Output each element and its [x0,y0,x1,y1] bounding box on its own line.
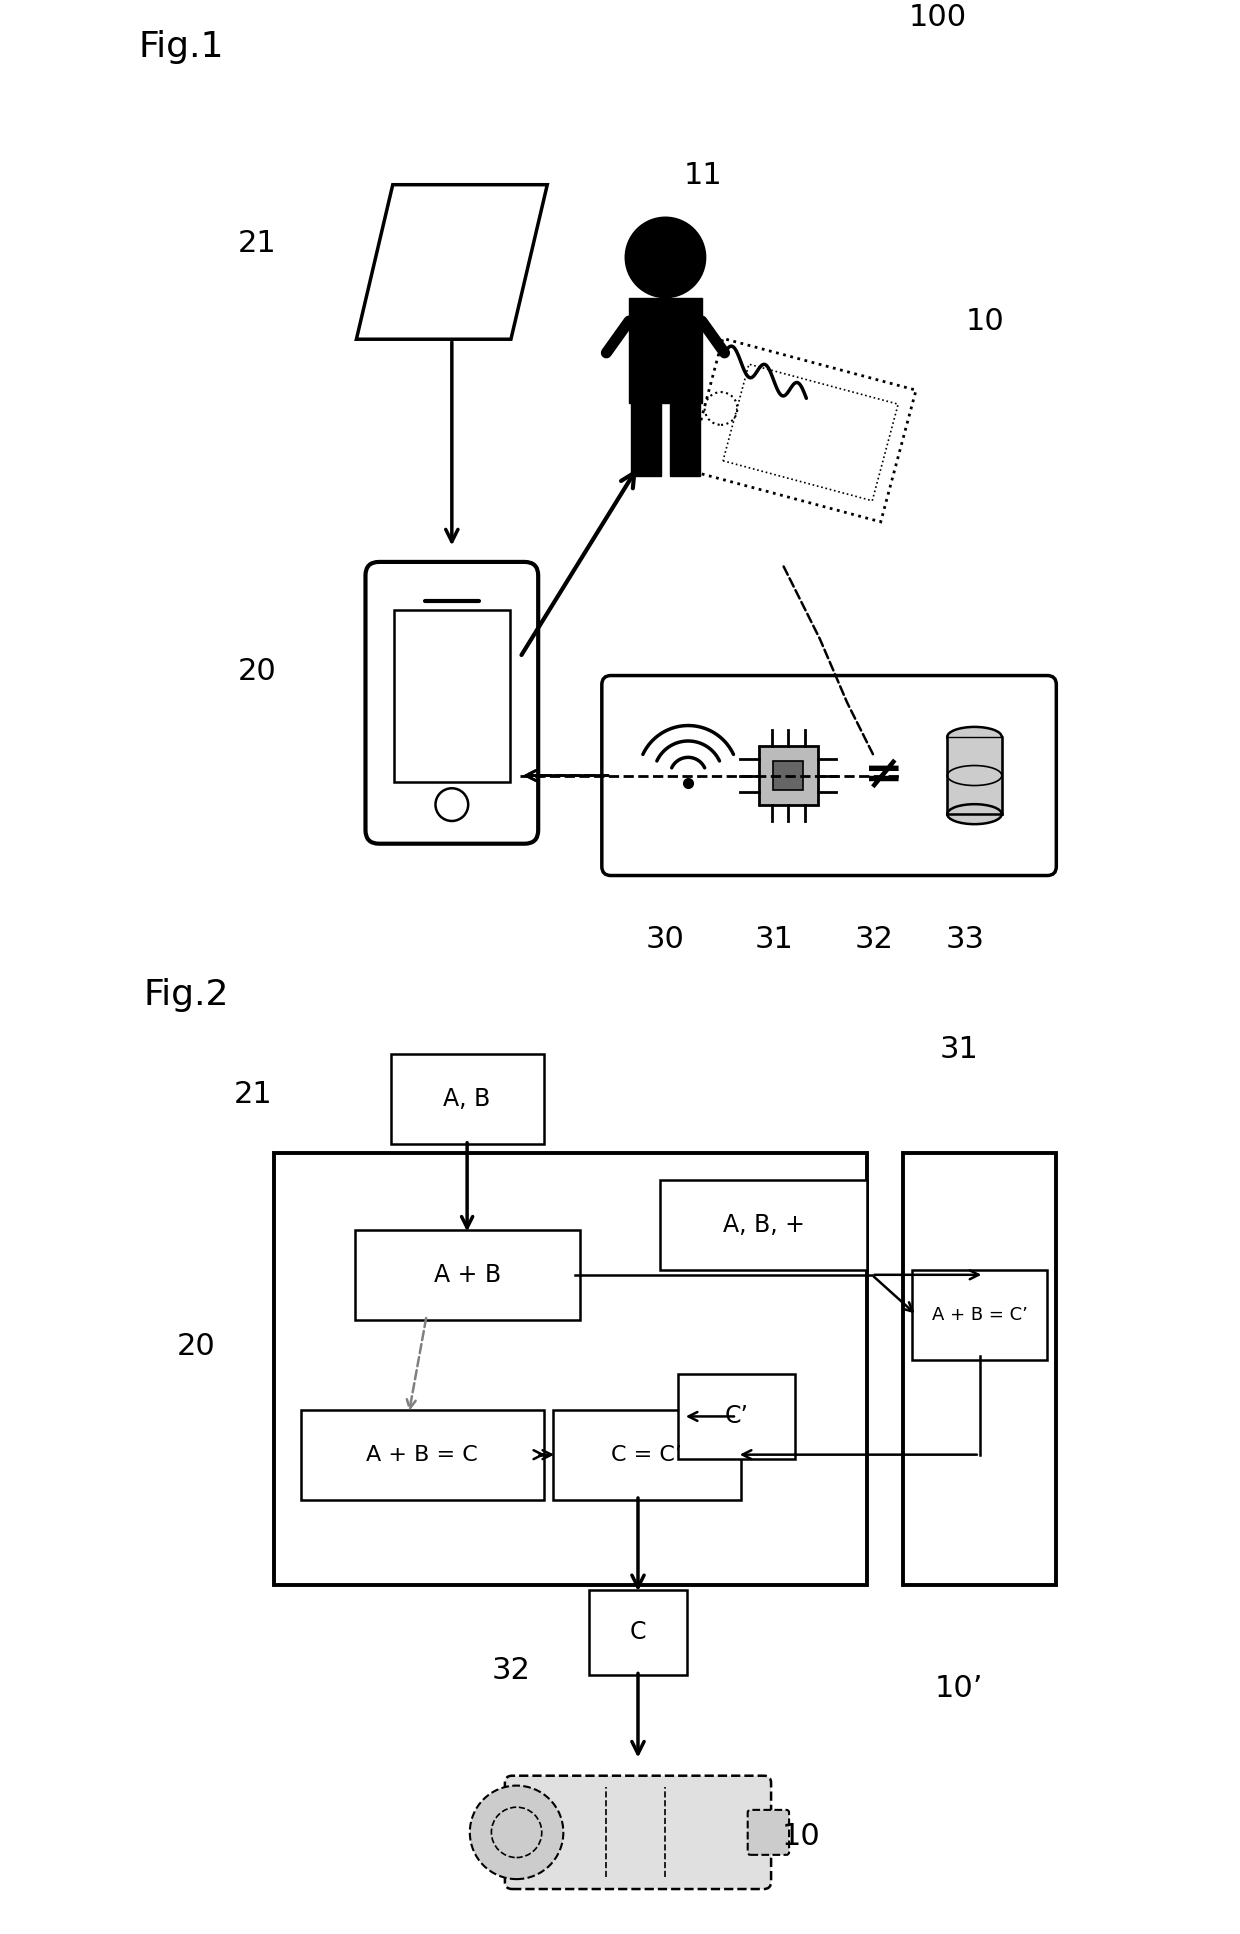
Text: 32: 32 [856,924,894,953]
FancyBboxPatch shape [553,1410,742,1499]
FancyBboxPatch shape [947,737,1002,814]
Ellipse shape [947,805,1002,824]
Text: A + B: A + B [434,1263,501,1286]
Text: ≠: ≠ [864,752,904,799]
FancyBboxPatch shape [913,1271,1047,1360]
Text: 21: 21 [233,1081,272,1110]
FancyBboxPatch shape [393,609,510,781]
Text: 31: 31 [755,924,794,953]
Text: 10’: 10’ [935,1675,983,1704]
Circle shape [470,1785,563,1880]
Polygon shape [670,402,701,476]
FancyBboxPatch shape [505,1775,771,1890]
Text: 33: 33 [946,924,985,953]
Text: A, B: A, B [444,1087,491,1112]
Text: 21: 21 [238,230,277,259]
FancyBboxPatch shape [661,1180,867,1271]
Text: C = C’: C = C’ [611,1445,682,1464]
FancyBboxPatch shape [678,1373,795,1458]
Text: 20: 20 [238,656,277,685]
Text: A, B, +: A, B, + [723,1213,805,1238]
FancyBboxPatch shape [366,563,538,843]
Text: A + B = C’: A + B = C’ [931,1305,1028,1325]
Text: Fig.1: Fig.1 [138,31,223,64]
Text: A + B = C: A + B = C [366,1445,479,1464]
Text: 32: 32 [491,1656,529,1685]
Polygon shape [687,338,916,522]
Ellipse shape [947,727,1002,747]
Text: 100: 100 [909,2,967,31]
Text: 20: 20 [176,1333,216,1362]
FancyBboxPatch shape [748,1810,789,1855]
Polygon shape [629,298,702,402]
Text: 10: 10 [966,308,1004,335]
Circle shape [625,217,707,298]
Text: 10: 10 [782,1822,821,1851]
FancyBboxPatch shape [774,760,804,791]
Polygon shape [631,402,661,476]
Text: C’: C’ [725,1404,749,1429]
FancyBboxPatch shape [601,675,1056,876]
Text: 11: 11 [683,161,723,190]
Text: 30: 30 [646,924,684,953]
Text: 31: 31 [939,1035,978,1064]
FancyBboxPatch shape [589,1590,687,1675]
FancyBboxPatch shape [759,747,817,805]
FancyBboxPatch shape [355,1230,579,1319]
Text: C: C [630,1621,646,1644]
FancyBboxPatch shape [301,1410,543,1499]
FancyBboxPatch shape [391,1054,543,1145]
Text: Fig.2: Fig.2 [144,979,229,1011]
